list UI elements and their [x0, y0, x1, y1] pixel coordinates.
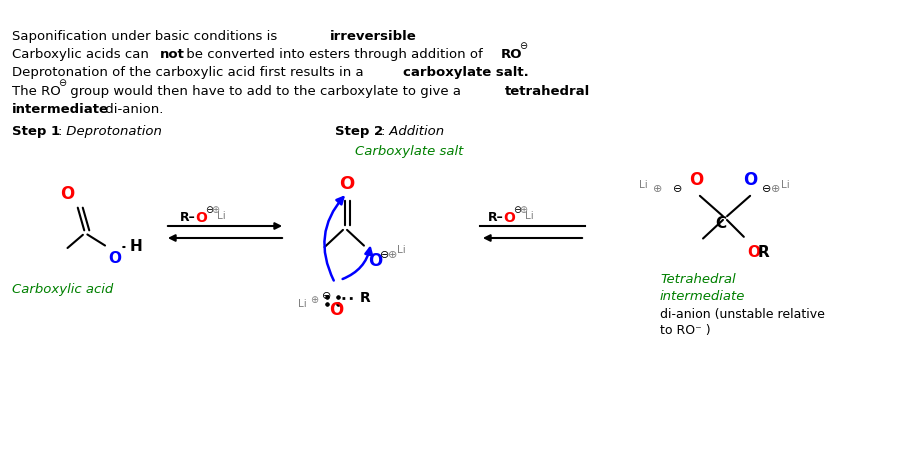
Text: ⊕: ⊕ — [654, 184, 663, 194]
Text: Li: Li — [217, 211, 226, 221]
Text: C: C — [716, 217, 726, 232]
Text: Step 1: Step 1 — [12, 125, 60, 138]
Text: tetrahedral: tetrahedral — [505, 85, 590, 98]
Text: ⊖: ⊖ — [322, 291, 331, 301]
Text: O: O — [339, 175, 355, 193]
Text: Deprotonation: Deprotonation — [62, 125, 162, 138]
Text: Carboxylic acids can: Carboxylic acids can — [12, 48, 154, 61]
Text: ⊖: ⊖ — [673, 184, 682, 194]
Text: ⊖: ⊖ — [514, 205, 522, 215]
Text: intermediate: intermediate — [12, 103, 109, 116]
Text: Li: Li — [397, 246, 406, 256]
Text: to RO⁻ ): to RO⁻ ) — [660, 324, 710, 337]
Text: Saponification under basic conditions is: Saponification under basic conditions is — [12, 30, 281, 43]
Text: The RO: The RO — [12, 85, 61, 98]
Text: ⊕: ⊕ — [520, 205, 528, 215]
Text: O: O — [60, 185, 75, 203]
Text: ⊕: ⊕ — [212, 205, 220, 215]
Text: be converted into esters through addition of: be converted into esters through additio… — [182, 48, 487, 61]
Text: O: O — [504, 211, 515, 225]
Text: R: R — [758, 245, 770, 260]
Text: RO: RO — [501, 48, 523, 61]
Text: group would then have to add to the carboxylate to give a: group would then have to add to the carb… — [66, 85, 465, 98]
Text: ⊖: ⊖ — [380, 249, 390, 259]
Text: ⊕: ⊕ — [771, 184, 780, 194]
Text: O: O — [743, 171, 757, 189]
Text: Tetrahedral: Tetrahedral — [660, 273, 735, 286]
Text: R: R — [360, 291, 371, 305]
Text: Li: Li — [639, 180, 647, 190]
Text: O: O — [747, 245, 760, 260]
Text: :: : — [381, 125, 385, 138]
Text: Step 2: Step 2 — [335, 125, 383, 138]
Text: Carboxylic acid: Carboxylic acid — [12, 283, 113, 296]
Text: Li: Li — [525, 211, 534, 221]
Text: Li: Li — [781, 180, 790, 190]
Text: intermediate: intermediate — [660, 290, 745, 303]
Text: di-anion.: di-anion. — [101, 103, 163, 116]
Text: carboxylate salt.: carboxylate salt. — [403, 66, 529, 79]
Text: Carboxylate salt: Carboxylate salt — [355, 145, 463, 158]
Text: not: not — [160, 48, 185, 61]
Text: di-anion (unstable relative: di-anion (unstable relative — [660, 308, 825, 321]
Text: ⊕: ⊕ — [388, 249, 398, 259]
Text: ⊖: ⊖ — [206, 205, 214, 215]
Text: O: O — [109, 251, 121, 266]
Text: H: H — [129, 240, 142, 255]
Text: :: : — [57, 125, 62, 138]
Text: O: O — [329, 301, 343, 319]
Text: ⊖: ⊖ — [762, 184, 771, 194]
Text: Deprotonation of the carboxylic acid first results in a: Deprotonation of the carboxylic acid fir… — [12, 66, 368, 79]
Text: R–: R– — [180, 211, 196, 224]
Text: O: O — [196, 211, 207, 225]
Text: O: O — [689, 171, 703, 189]
Text: ⊖: ⊖ — [58, 78, 66, 88]
Text: O: O — [368, 253, 383, 271]
Text: Addition: Addition — [385, 125, 445, 138]
Text: ⊖: ⊖ — [519, 41, 527, 51]
Text: R–: R– — [488, 211, 504, 224]
Text: Li: Li — [298, 299, 307, 309]
Text: ⊕: ⊕ — [310, 295, 318, 305]
Text: irreversible: irreversible — [330, 30, 417, 43]
